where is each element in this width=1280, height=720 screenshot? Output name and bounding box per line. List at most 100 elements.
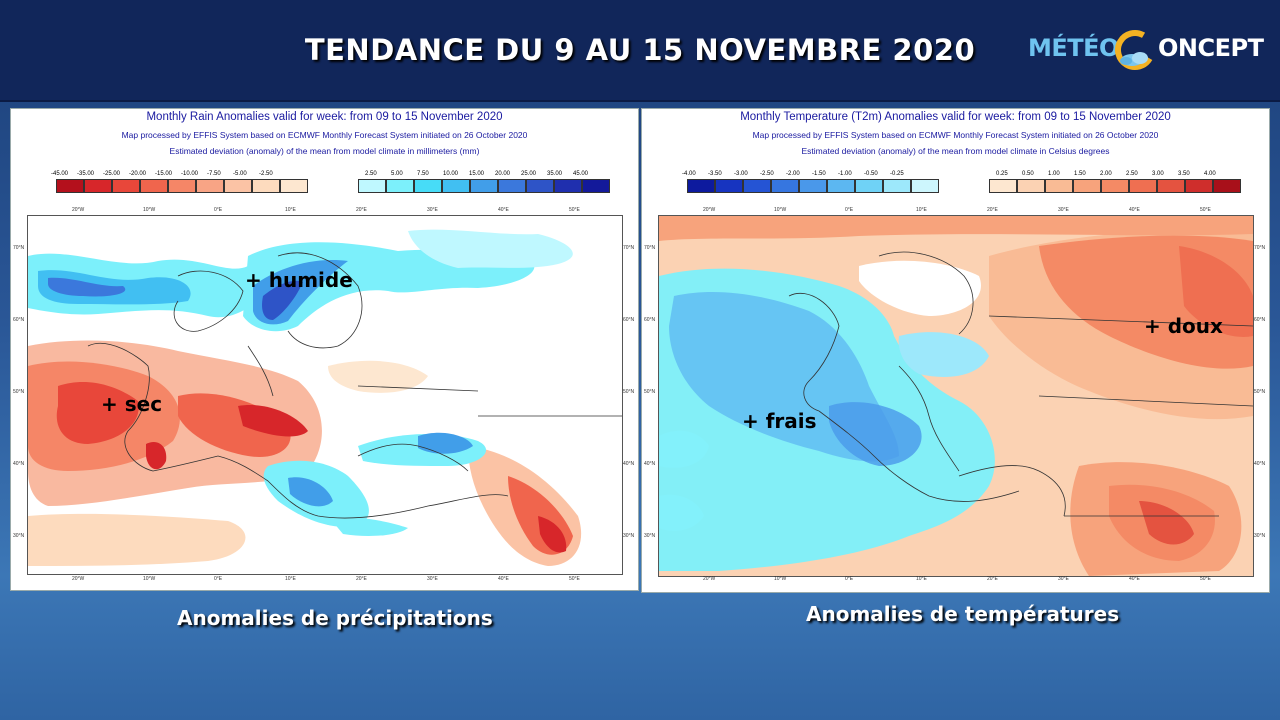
legend-tick-label: -3.00 bbox=[734, 171, 748, 177]
legend-tick-label: -15.00 bbox=[155, 171, 173, 177]
temp-legend-positive bbox=[989, 179, 1241, 193]
longitude-label: 20°E bbox=[987, 207, 998, 213]
logo-text-meteo: MÉTÉO bbox=[1028, 34, 1119, 62]
legend-tick-label: 15.00 bbox=[469, 171, 485, 177]
legend-swatch bbox=[715, 179, 743, 193]
legend-tick-label: 3.50 bbox=[1178, 171, 1190, 177]
meteo-concept-logo: MÉTÉO ONCEPT bbox=[1028, 28, 1264, 74]
rain-panel-caption: Anomalies de précipitations bbox=[177, 606, 493, 630]
rain-anomaly-map bbox=[27, 215, 623, 575]
legend-tick-label: 45.00 bbox=[573, 171, 589, 177]
header-bar: TENDANCE DU 9 AU 15 NOVEMBRE 2020 MÉTÉO … bbox=[0, 0, 1280, 102]
longitude-label: 20°E bbox=[987, 576, 998, 582]
legend-swatch bbox=[1073, 179, 1101, 193]
temperature-anomaly-panel: Monthly Temperature (T2m) Anomalies vali… bbox=[641, 108, 1270, 593]
legend-swatch bbox=[358, 179, 386, 193]
latitude-label: 50°N bbox=[1254, 389, 1266, 395]
legend-swatch bbox=[280, 179, 308, 193]
legend-swatch bbox=[526, 179, 554, 193]
legend-swatch bbox=[1045, 179, 1073, 193]
rain-map-subtitle-2: Estimated deviation (anomaly) of the mea… bbox=[169, 146, 480, 156]
longitude-label: 50°E bbox=[1200, 207, 1211, 213]
longitude-label: 0°E bbox=[214, 576, 223, 582]
legend-tick-label: -2.50 bbox=[760, 171, 774, 177]
longitude-label: 20°E bbox=[356, 576, 367, 582]
legend-tick-label: -7.50 bbox=[207, 171, 221, 177]
latitude-label: 60°N bbox=[644, 317, 656, 323]
legend-tick-label: 0.50 bbox=[1022, 171, 1034, 177]
temp-map-subtitle-2: Estimated deviation (anomaly) of the mea… bbox=[801, 146, 1110, 156]
latitude-label: 70°N bbox=[1254, 245, 1266, 251]
longitude-label: 40°E bbox=[498, 207, 509, 213]
rain-map-title: Monthly Rain Anomalies valid for week: f… bbox=[146, 111, 503, 123]
label-wetter: + humide bbox=[245, 268, 353, 292]
longitude-label: 50°E bbox=[569, 207, 580, 213]
longitude-label: 20°W bbox=[703, 576, 716, 582]
legend-swatch bbox=[855, 179, 883, 193]
longitude-label: 20°E bbox=[356, 207, 367, 213]
longitude-label: 10°E bbox=[916, 207, 927, 213]
temp-map-graphic bbox=[659, 216, 1253, 576]
longitude-label: 10°W bbox=[774, 207, 787, 213]
legend-tick-label: 1.00 bbox=[1048, 171, 1060, 177]
latitude-label: 60°N bbox=[1254, 317, 1266, 323]
legend-swatch bbox=[827, 179, 855, 193]
latitude-label: 70°N bbox=[623, 245, 635, 251]
latitude-label: 60°N bbox=[623, 317, 635, 323]
latitude-label: 60°N bbox=[13, 317, 25, 323]
legend-tick-label: -45.00 bbox=[51, 171, 69, 177]
longitude-label: 10°E bbox=[285, 207, 296, 213]
legend-swatch bbox=[1101, 179, 1129, 193]
longitude-label: 10°E bbox=[916, 576, 927, 582]
latitude-label: 50°N bbox=[13, 389, 25, 395]
legend-tick-label: -0.50 bbox=[864, 171, 878, 177]
legend-tick-label: 7.50 bbox=[417, 171, 429, 177]
legend-tick-label: -3.50 bbox=[708, 171, 722, 177]
latitude-label: 70°N bbox=[644, 245, 656, 251]
sun-cloud-c-icon bbox=[1115, 30, 1155, 70]
label-drier: + sec bbox=[101, 392, 163, 416]
temperature-anomaly-map bbox=[658, 215, 1254, 577]
legend-swatch bbox=[743, 179, 771, 193]
legend-tick-label: 2.50 bbox=[365, 171, 377, 177]
legend-swatch bbox=[1185, 179, 1213, 193]
longitude-label: 10°W bbox=[143, 207, 156, 213]
rain-map-graphic bbox=[28, 229, 622, 566]
legend-tick-label: 5.00 bbox=[391, 171, 403, 177]
rain-anomaly-panel: Monthly Rain Anomalies valid for week: f… bbox=[10, 108, 639, 591]
longitude-label: 10°E bbox=[285, 576, 296, 582]
legend-tick-label: 2.50 bbox=[1126, 171, 1138, 177]
legend-swatch bbox=[498, 179, 526, 193]
legend-tick-label: -20.00 bbox=[129, 171, 147, 177]
legend-tick-label: 25.00 bbox=[521, 171, 537, 177]
longitude-label: 0°E bbox=[845, 576, 854, 582]
label-warmer: + doux bbox=[1144, 314, 1223, 338]
longitude-label: 10°W bbox=[143, 576, 156, 582]
latitude-label: 70°N bbox=[13, 245, 25, 251]
legend-swatch bbox=[1157, 179, 1185, 193]
latitude-label: 30°N bbox=[1254, 533, 1266, 539]
legend-tick-label: 10.00 bbox=[443, 171, 459, 177]
latitude-label: 50°N bbox=[644, 389, 656, 395]
legend-swatch bbox=[252, 179, 280, 193]
legend-swatch bbox=[56, 179, 84, 193]
longitude-label: 40°E bbox=[498, 576, 509, 582]
longitude-label: 30°E bbox=[427, 576, 438, 582]
legend-swatch bbox=[911, 179, 939, 193]
legend-swatch bbox=[799, 179, 827, 193]
longitude-label: 30°E bbox=[1058, 576, 1069, 582]
legend-swatch bbox=[112, 179, 140, 193]
longitude-label: 40°E bbox=[1129, 576, 1140, 582]
legend-swatch bbox=[414, 179, 442, 193]
latitude-label: 40°N bbox=[1254, 461, 1266, 467]
longitude-label: 0°E bbox=[214, 207, 223, 213]
legend-tick-label: 4.00 bbox=[1204, 171, 1216, 177]
legend-tick-label: -2.00 bbox=[786, 171, 800, 177]
legend-tick-label: 35.00 bbox=[547, 171, 563, 177]
latitude-label: 50°N bbox=[623, 389, 635, 395]
latitude-label: 30°N bbox=[623, 533, 635, 539]
longitude-label: 0°E bbox=[845, 207, 854, 213]
longitude-label: 50°E bbox=[569, 576, 580, 582]
rain-map-subtitle-1: Map processed by EFFIS System based on E… bbox=[121, 130, 528, 140]
latitude-label: 40°N bbox=[623, 461, 635, 467]
